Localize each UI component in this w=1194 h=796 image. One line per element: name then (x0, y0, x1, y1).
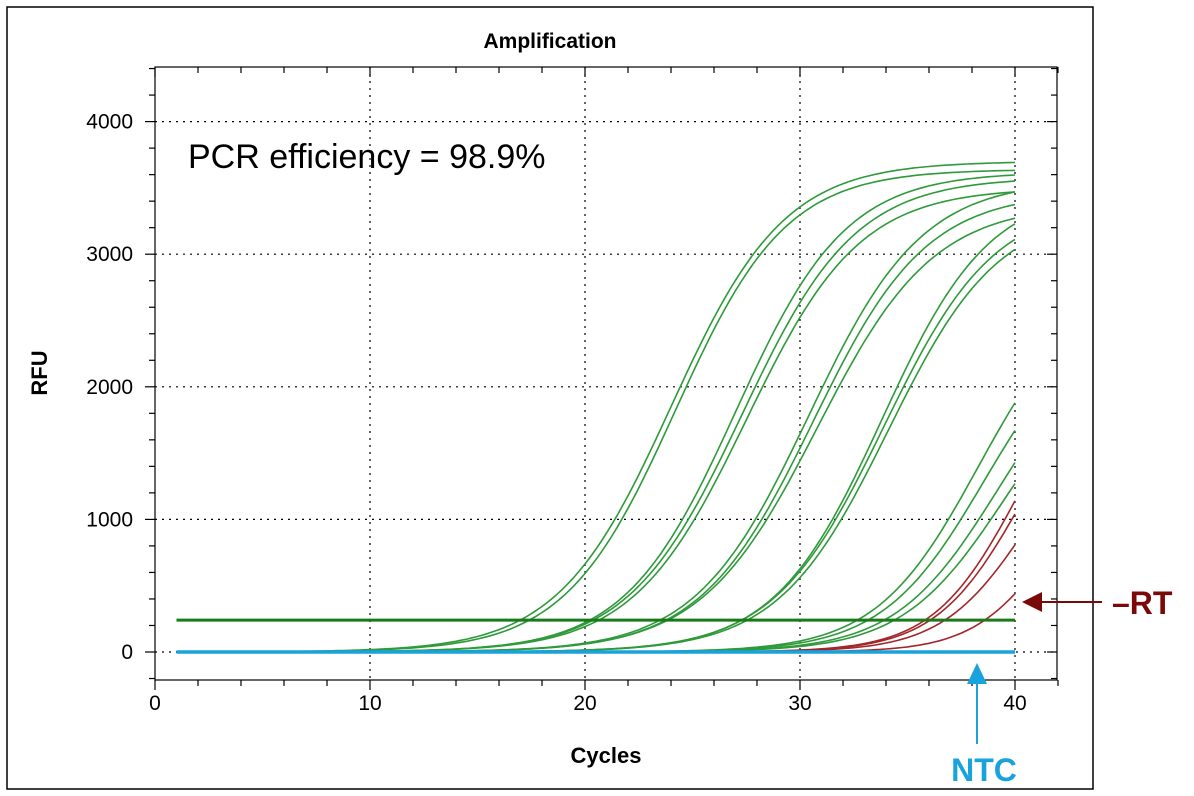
x-tick-label: 30 (788, 692, 811, 715)
curve-layer (176, 161, 1016, 654)
x-tick-label: 20 (573, 692, 596, 715)
y-tick-label: 3000 (86, 243, 133, 266)
minus-rt-callout: –RT (1022, 585, 1173, 621)
y-tick-label: 2000 (86, 376, 133, 399)
x-tick-label: 40 (1003, 692, 1026, 715)
minus-rt-arrow-head (1022, 592, 1042, 612)
ntc-arrow-head (967, 663, 987, 684)
minus-rt-label: –RT (1112, 585, 1173, 621)
y-tick-label: 0 (121, 641, 133, 664)
x-tick-label: 10 (358, 692, 381, 715)
plot-area-border (154, 66, 1058, 681)
y-tick-label: 4000 (86, 111, 133, 134)
efficiency-annotation: PCR efficiency = 98.9% (188, 138, 546, 176)
x-axis-label: Cycles (571, 743, 642, 768)
x-tick-label: 0 (149, 692, 161, 715)
chart-title: Amplification (483, 30, 616, 53)
y-axis-label: RFU (27, 350, 52, 395)
ntc-label: NTC (951, 752, 1017, 788)
y-tick-label: 1000 (86, 508, 133, 531)
chart-outer-border (6, 6, 1094, 790)
tick-layer: 0 10 20 30 40 0 1000 2000 3000 4000 (86, 67, 1059, 715)
ntc-callout: NTC (951, 663, 1017, 788)
